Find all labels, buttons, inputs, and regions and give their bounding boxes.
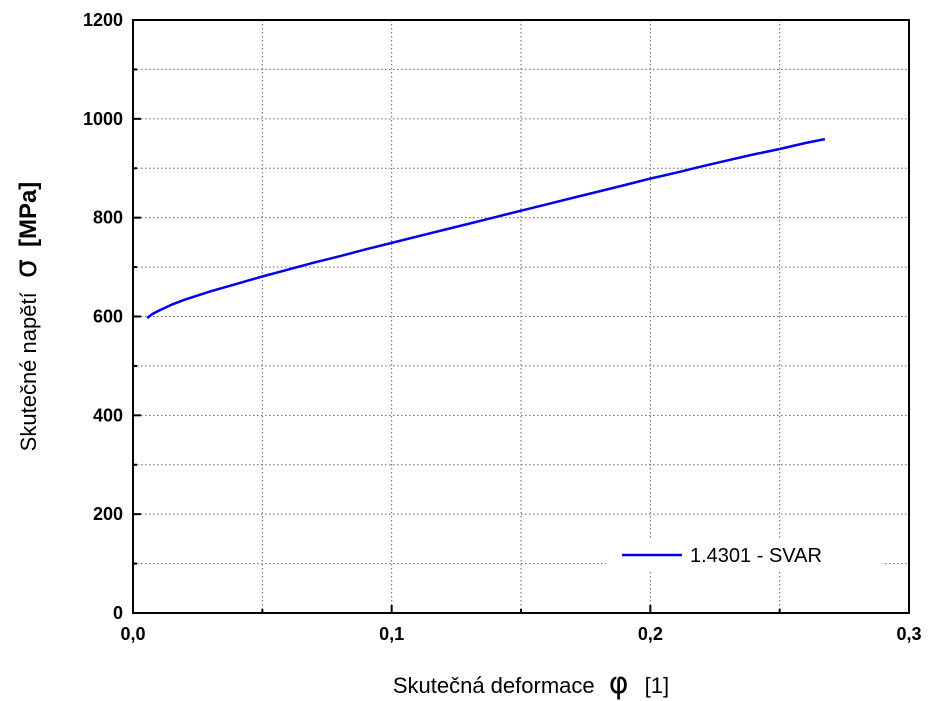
x-axis-title: Skutečná deformace φ [1] [393, 666, 669, 701]
legend: 1.4301 - SVAR [606, 538, 882, 572]
grid [133, 20, 909, 613]
series-line [147, 139, 825, 318]
x-axis-unit: [1] [645, 673, 669, 698]
y-axis-symbol: σ [9, 259, 44, 278]
series-layer [147, 139, 825, 318]
y-tick-label: 400 [93, 405, 123, 425]
x-axis-symbol: φ [609, 666, 629, 701]
y-tick-label: 1200 [83, 10, 123, 30]
y-axis-title: Skutečné napětí σ [MPa] [9, 182, 44, 452]
y-axis-title-text: Skutečné napětí [16, 292, 41, 451]
x-axis-title-text: Skutečná deformace [393, 673, 595, 698]
y-tick-label: 800 [93, 208, 123, 228]
y-tick-label: 600 [93, 307, 123, 327]
x-tick-label: 0,2 [638, 624, 663, 644]
y-tick-label: 1000 [83, 109, 123, 129]
y-tick-label: 200 [93, 504, 123, 524]
x-tick-label: 0,0 [120, 624, 145, 644]
y-tick-label: 0 [113, 603, 123, 623]
legend-label: 1.4301 - SVAR [690, 545, 822, 567]
x-tick-label: 0,1 [379, 624, 404, 644]
x-tick-label: 0,3 [896, 624, 921, 644]
y-axis-unit: [MPa] [15, 182, 42, 247]
